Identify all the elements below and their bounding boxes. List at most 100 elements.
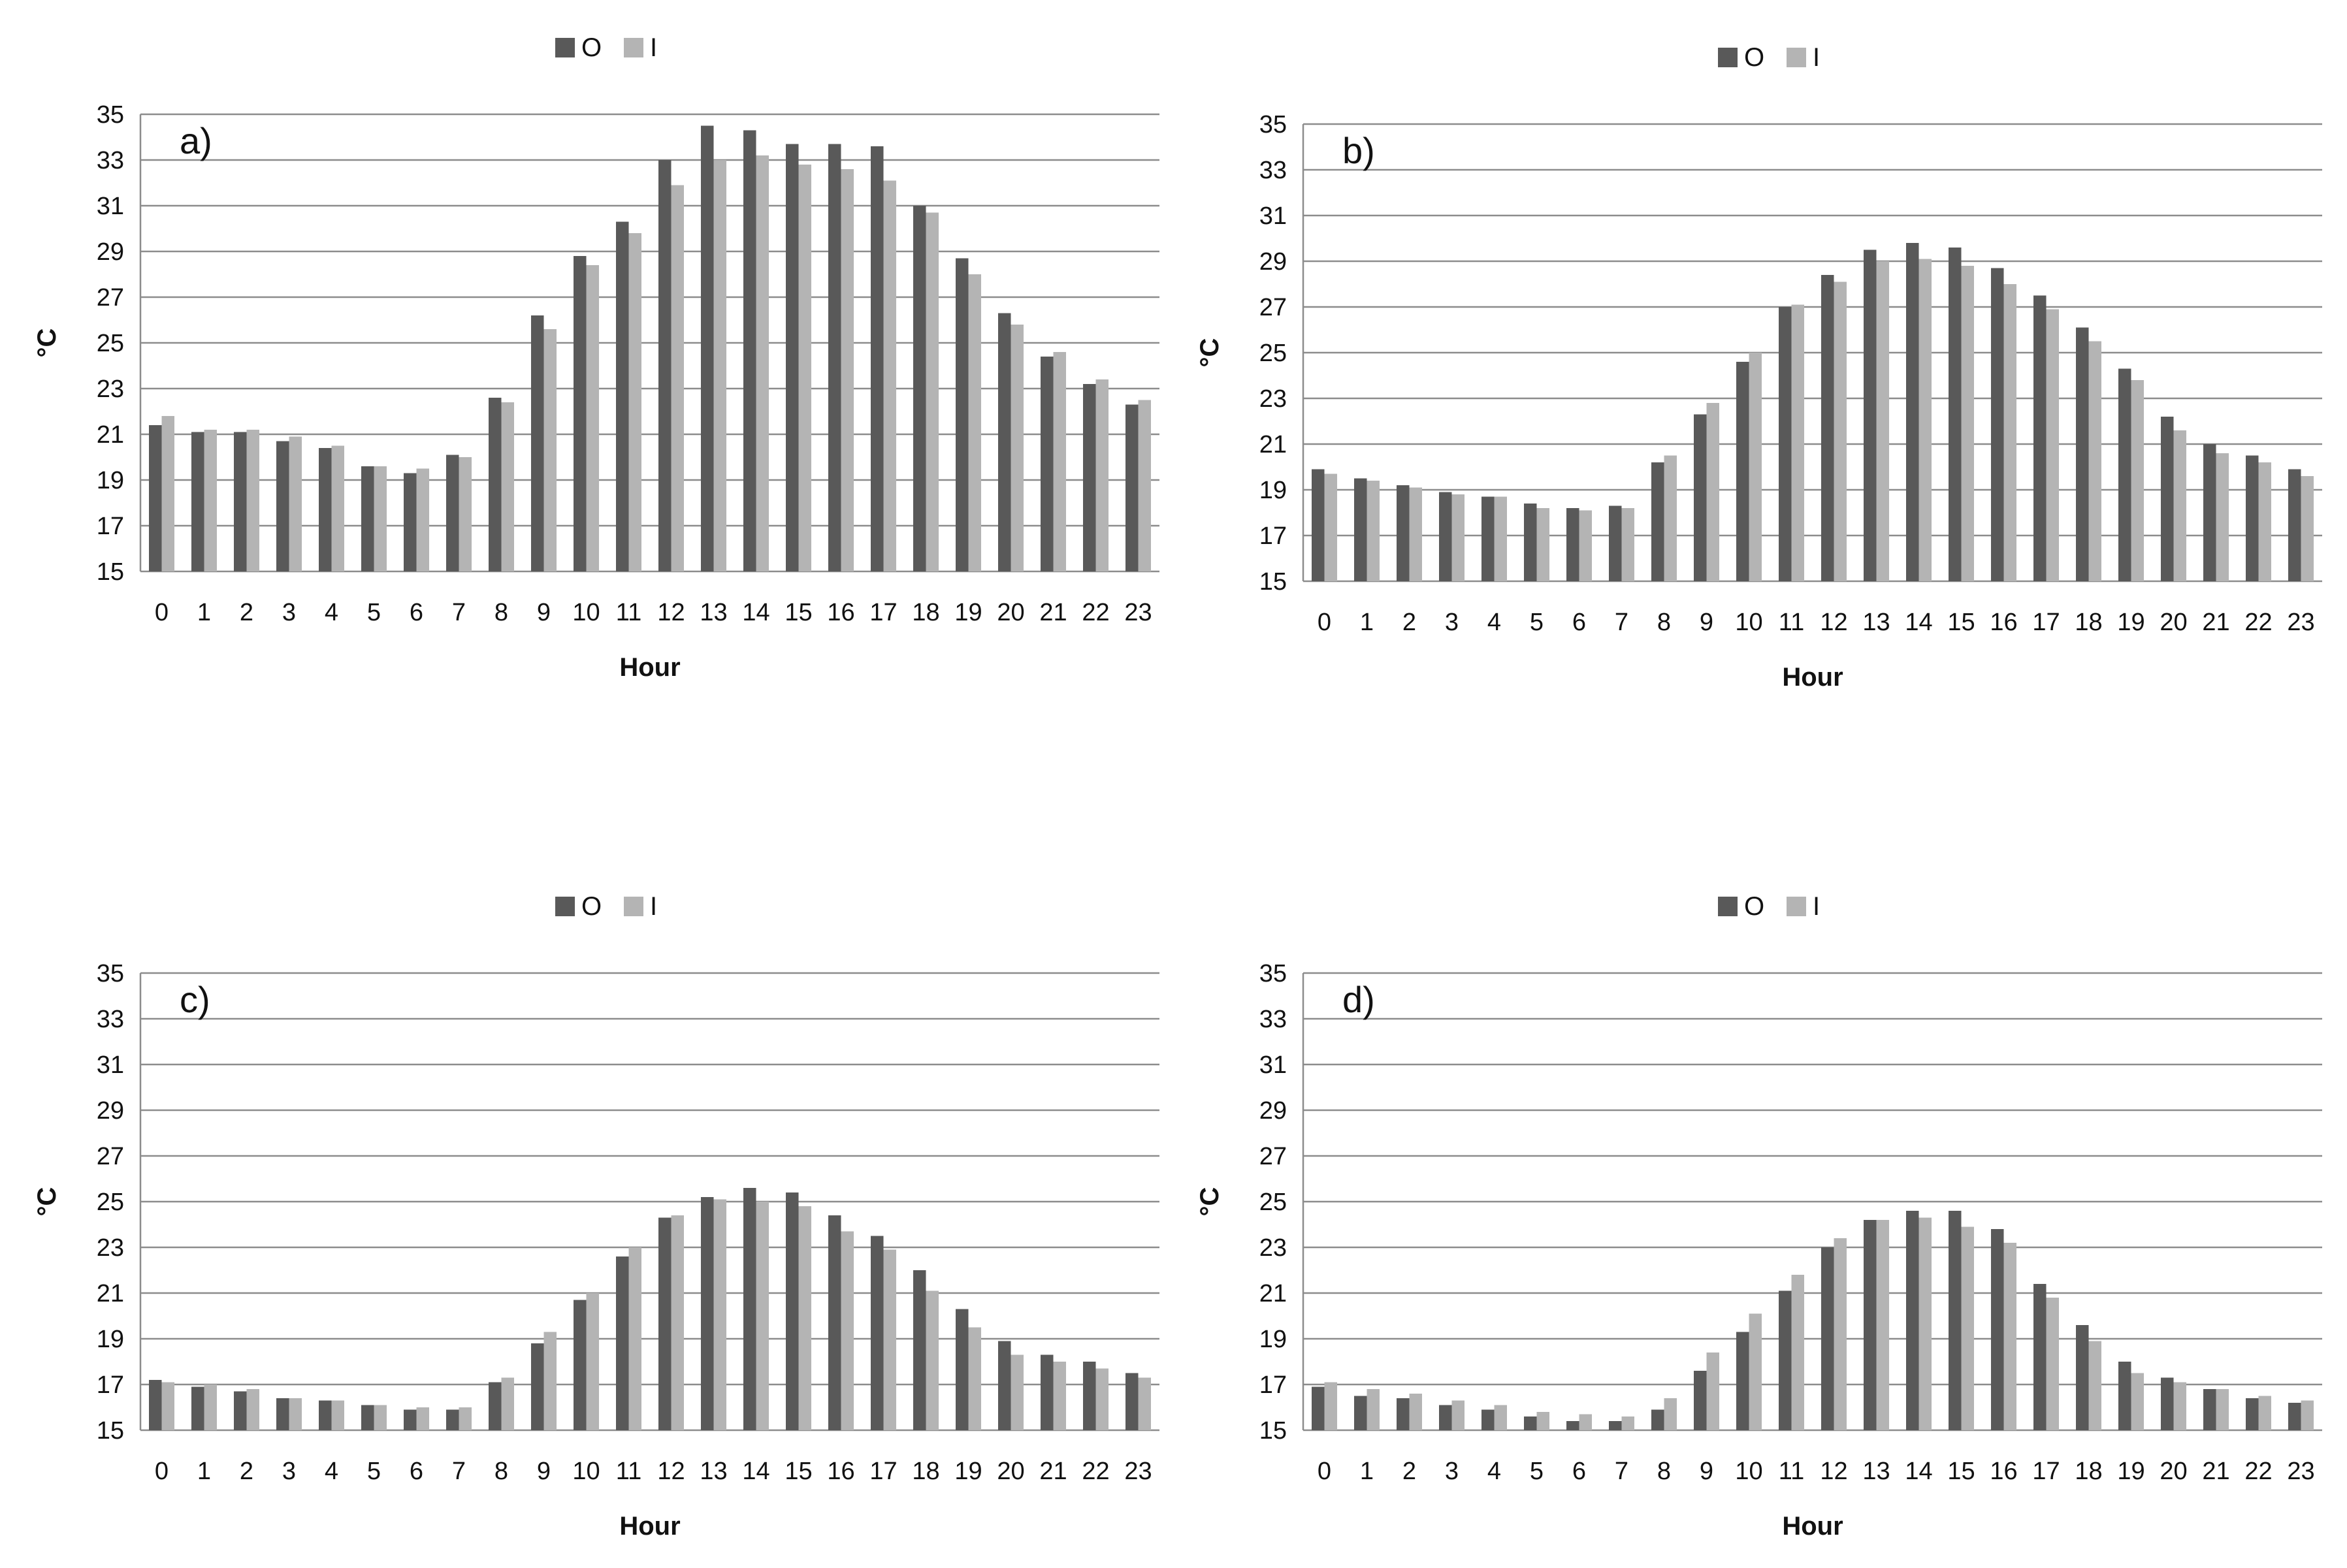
- x-tick-label: 8: [1657, 609, 1671, 636]
- x-tick-label: 14: [1905, 609, 1932, 636]
- x-tick-label: 9: [1700, 609, 1713, 636]
- bar-o-8: [1651, 462, 1664, 581]
- bar-o-8: [489, 1382, 502, 1430]
- y-tick-label: 25: [97, 330, 124, 357]
- bar-i-9: [543, 329, 557, 571]
- bar-i-20: [2173, 430, 2186, 581]
- bar-o-9: [1694, 414, 1707, 581]
- x-tick-label: 21: [1039, 599, 1067, 626]
- bar-i-13: [1876, 1220, 1889, 1430]
- legend-swatch-i: [1787, 48, 1806, 67]
- bar-i-12: [1834, 1238, 1847, 1430]
- x-tick-label: 14: [1905, 1458, 1932, 1485]
- x-axis-title: Hour: [1782, 663, 1843, 692]
- bar-o-23: [2288, 469, 2301, 581]
- y-tick-label: 29: [1259, 248, 1287, 276]
- bar-o-16: [1991, 1229, 2004, 1430]
- bar-o-10: [1736, 362, 1749, 581]
- x-tick-label: 14: [742, 599, 769, 626]
- x-tick-label: 22: [1082, 1458, 1109, 1485]
- x-tick-label: 17: [2032, 1458, 2060, 1485]
- x-tick-label: 12: [657, 599, 685, 626]
- y-tick-label: 31: [97, 1051, 124, 1079]
- y-tick-label: 19: [97, 467, 124, 494]
- x-tick-label: 6: [1572, 1458, 1586, 1485]
- bar-o-5: [1524, 504, 1537, 581]
- bar-i-12: [671, 185, 684, 571]
- x-tick-label: 20: [997, 599, 1024, 626]
- y-tick-label: 31: [1259, 202, 1287, 230]
- bar-i-13: [713, 1199, 726, 1430]
- x-tick-label: 15: [1947, 1458, 1975, 1485]
- bar-i-10: [586, 265, 599, 571]
- bar-i-15: [798, 165, 811, 571]
- x-tick-label: 8: [1657, 1458, 1671, 1485]
- bar-o-22: [2246, 455, 2259, 581]
- bar-i-0: [161, 416, 174, 571]
- y-tick-label: 35: [1259, 960, 1287, 987]
- bar-i-17: [883, 180, 896, 571]
- bar-o-0: [149, 425, 162, 571]
- bar-o-14: [1906, 243, 1919, 581]
- x-tick-label: 18: [2075, 609, 2102, 636]
- bar-i-21: [1053, 1362, 1066, 1430]
- bar-o-5: [361, 466, 374, 571]
- x-tick-label: 21: [1039, 1458, 1067, 1485]
- y-tick-label: 19: [1259, 477, 1287, 504]
- bar-o-6: [404, 473, 417, 571]
- bar-i-6: [1579, 1414, 1592, 1430]
- x-tick-label: 18: [912, 599, 939, 626]
- bar-o-7: [1609, 1421, 1622, 1430]
- y-tick-label: 23: [1259, 1234, 1287, 1262]
- bars: [1312, 243, 2314, 581]
- x-tick-label: 4: [325, 599, 338, 626]
- bars: [1312, 1211, 2314, 1430]
- x-tick-label: 21: [2202, 1458, 2229, 1485]
- y-tick-label: 17: [97, 1371, 124, 1399]
- bar-i-23: [1138, 1377, 1151, 1430]
- bar-i-18: [926, 212, 939, 571]
- bar-o-17: [2033, 1284, 2047, 1430]
- x-tick-label: 15: [1947, 609, 1975, 636]
- bar-o-16: [1991, 268, 2004, 581]
- bar-i-15: [1961, 1226, 1974, 1430]
- bar-i-8: [501, 1377, 514, 1430]
- panel-label: b): [1342, 130, 1375, 171]
- bar-i-7: [459, 457, 472, 571]
- x-tick-label: 0: [1318, 609, 1331, 636]
- bar-i-17: [883, 1249, 896, 1430]
- bar-i-14: [1918, 1217, 1932, 1430]
- bar-o-14: [743, 130, 756, 571]
- bar-o-6: [1566, 1421, 1579, 1430]
- bar-i-3: [289, 436, 302, 571]
- x-tick-label: 14: [742, 1458, 769, 1485]
- x-tick-label: 12: [1820, 609, 1847, 636]
- panel-label: d): [1342, 979, 1375, 1020]
- bar-i-19: [2131, 1373, 2144, 1430]
- x-tick-label: 23: [1124, 599, 1152, 626]
- bar-o-3: [276, 1398, 289, 1430]
- legend-swatch-i: [624, 38, 643, 57]
- bar-i-20: [2173, 1382, 2186, 1430]
- bar-o-5: [361, 1405, 374, 1430]
- bar-i-4: [1494, 496, 1507, 581]
- bar-i-23: [1138, 400, 1151, 571]
- bar-i-11: [1791, 1275, 1804, 1430]
- x-tick-label: 2: [240, 1458, 253, 1485]
- bars: [149, 125, 1151, 571]
- bar-o-6: [1566, 508, 1579, 581]
- x-tick-label: 17: [869, 1458, 897, 1485]
- bar-i-8: [1664, 455, 1677, 581]
- bar-o-3: [1439, 492, 1452, 581]
- y-tick-label: 23: [97, 1234, 124, 1262]
- bar-i-11: [628, 1247, 641, 1430]
- x-tick-label: 4: [325, 1458, 338, 1485]
- bar-o-17: [2033, 295, 2047, 581]
- y-tick-label: 35: [97, 101, 124, 129]
- bar-i-20: [1011, 1354, 1024, 1430]
- bar-i-2: [246, 1389, 259, 1430]
- bar-o-14: [743, 1188, 756, 1430]
